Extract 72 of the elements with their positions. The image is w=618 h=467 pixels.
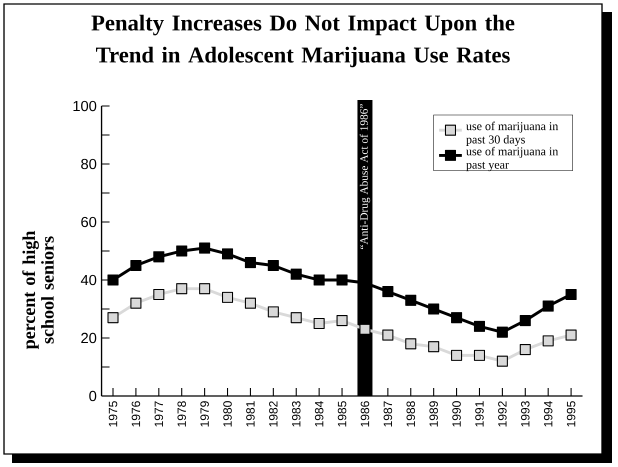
- y-tick-label: 40: [80, 274, 96, 286]
- x-tick-label: 1985: [338, 401, 346, 426]
- point: [199, 242, 210, 254]
- point: [336, 274, 348, 286]
- x-tick-label: 1978: [177, 401, 186, 426]
- x-tick-label: 1992: [498, 401, 507, 426]
- y-tick-label: 80: [81, 158, 96, 170]
- y-tick-label: 60: [81, 216, 96, 228]
- x-tick-label: 1987: [384, 401, 392, 426]
- y-axis-title: percent of high school seniors: [22, 230, 54, 350]
- x-tick-label: 1981: [246, 401, 255, 426]
- point: [382, 330, 394, 341]
- point: [268, 260, 279, 272]
- point: [176, 283, 188, 294]
- y-tick-label: 0: [89, 390, 96, 402]
- point: [382, 286, 394, 298]
- x-tick-label: 1995: [566, 401, 576, 426]
- point: [244, 257, 256, 268]
- point: [130, 260, 142, 272]
- point: [290, 268, 302, 280]
- x-tick-label: 1982: [269, 401, 278, 426]
- x-tick-label: 1977: [154, 401, 164, 426]
- point: [107, 274, 119, 286]
- point: [405, 294, 416, 306]
- point: [268, 306, 279, 318]
- x-tick-label: 1994: [544, 401, 552, 426]
- point: [405, 338, 416, 350]
- x-tick-label: 1975: [108, 401, 118, 426]
- point: [566, 330, 577, 341]
- point: [199, 283, 210, 294]
- point: [474, 350, 486, 361]
- x-tick-label: 1988: [406, 401, 416, 426]
- point: [176, 245, 188, 257]
- point: [314, 274, 325, 286]
- x-tick-label: 1993: [521, 401, 530, 426]
- point: [566, 288, 577, 300]
- point: [451, 350, 462, 361]
- point: [314, 318, 325, 330]
- x-tick-label: 1989: [429, 401, 438, 426]
- x-tick-label: 1986: [360, 401, 370, 426]
- point: [107, 312, 119, 324]
- point: [496, 356, 508, 367]
- y-tick-label: 100: [73, 100, 96, 112]
- y-tick-label: 20: [81, 332, 96, 344]
- point: [474, 320, 486, 332]
- point: [542, 335, 554, 346]
- point: [222, 248, 234, 260]
- ref-line-label: “Anti-Drug Abuse Act of 1986”: [360, 104, 370, 250]
- x-tick-label: 1979: [200, 401, 209, 426]
- point: [244, 298, 256, 309]
- point: [153, 251, 164, 262]
- x-tick-label: 1990: [452, 401, 461, 426]
- x-tick-label: 1983: [292, 401, 300, 426]
- point: [542, 300, 554, 312]
- point: [451, 312, 462, 324]
- point: [496, 326, 508, 338]
- point: [153, 288, 164, 300]
- point: [222, 292, 234, 303]
- x-tick-label: 1984: [314, 401, 324, 426]
- point: [428, 303, 440, 315]
- x-tick-label: 1980: [223, 401, 232, 426]
- chart-title: Penalty Increases Do Not Impact Upon the Trend in Adolescent Marijuana Use Rates: [91, 14, 514, 68]
- point: [290, 312, 302, 324]
- legend-label: use of marijuana in past year: [466, 146, 558, 172]
- point: [336, 315, 348, 326]
- point: [130, 298, 142, 309]
- x-tick-label: 1976: [132, 401, 140, 426]
- point: [520, 344, 531, 356]
- x-tick-label: 1991: [475, 401, 484, 426]
- point: [359, 324, 370, 335]
- point: [520, 315, 531, 326]
- point: [428, 341, 440, 352]
